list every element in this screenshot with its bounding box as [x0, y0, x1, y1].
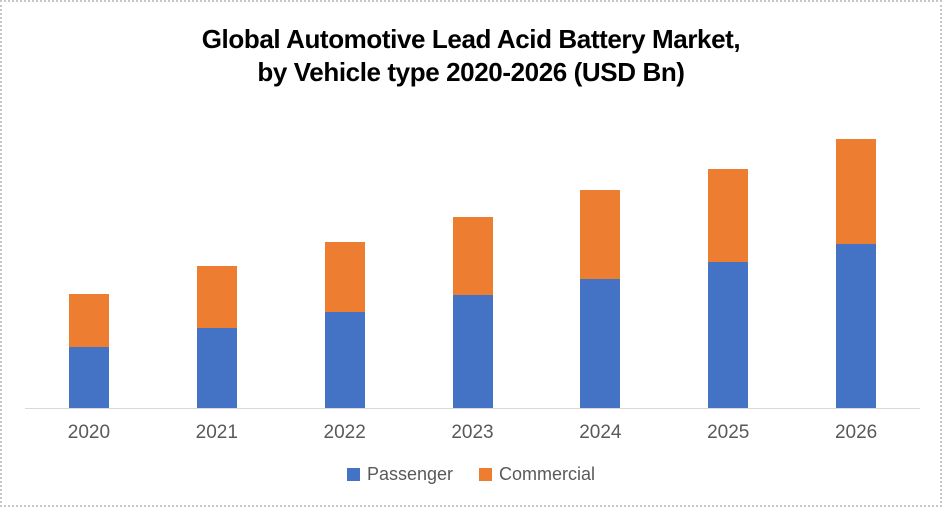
bar-segment-passenger-2024	[580, 278, 621, 408]
legend-label-passenger: Passenger	[366, 464, 454, 484]
bar-segment-commercial-2024	[580, 189, 621, 279]
bar-slot-2024	[536, 114, 664, 408]
stacked-bar-2026	[836, 114, 877, 408]
x-axis-label-2024: 2024	[579, 422, 622, 443]
x-axis-labels: 2020 2021 2022 2023 2024 2025 2026	[25, 421, 920, 444]
x-axis-label-2020: 2020	[67, 422, 111, 443]
bar-slot-2023	[409, 114, 537, 408]
bar-segment-commercial-2021	[196, 266, 237, 329]
stacked-bar-2023	[452, 114, 493, 408]
bar-segment-commercial-2020	[68, 293, 109, 347]
legend-item-passenger: Passenger	[346, 464, 454, 485]
bars-container	[25, 114, 920, 408]
legend-label-commercial: Commercial	[499, 464, 596, 484]
bar-segment-commercial-2025	[708, 168, 749, 262]
x-axis-label-2021: 2021	[195, 422, 238, 443]
bar-slot-2021	[153, 114, 281, 408]
bar-segment-passenger-2022	[324, 311, 365, 408]
bar-segment-commercial-2022	[324, 241, 365, 312]
bar-segment-passenger-2025	[708, 261, 749, 408]
bar-segment-commercial-2026	[836, 139, 877, 245]
plot-area	[25, 114, 920, 409]
bar-segment-passenger-2026	[836, 244, 877, 408]
bar-slot-2022	[281, 114, 409, 408]
legend: Passenger Commercial	[2, 464, 940, 485]
bar-slot-2020	[25, 114, 153, 408]
stacked-bar-2025	[708, 114, 749, 408]
x-axis-label-2023: 2023	[451, 422, 494, 443]
bar-slot-2026	[792, 114, 920, 408]
passenger-swatch-icon	[346, 468, 360, 481]
chart-title: Global Automotive Lead Acid Battery Mark…	[2, 23, 940, 89]
bar-segment-passenger-2021	[196, 328, 237, 408]
chart-title-line2: by Vehicle type 2020-2026 (USD Bn)	[257, 57, 685, 87]
stacked-bar-2022	[324, 114, 365, 408]
bar-slot-2025	[664, 114, 792, 408]
bar-segment-passenger-2023	[452, 295, 493, 408]
stacked-bar-2024	[580, 114, 621, 408]
commercial-swatch-icon	[479, 468, 493, 481]
stacked-bar-2021	[196, 114, 237, 408]
x-axis-label-2025: 2025	[707, 422, 750, 443]
bar-segment-passenger-2020	[68, 346, 109, 408]
bar-segment-commercial-2023	[452, 216, 493, 296]
x-axis-label-2022: 2022	[323, 422, 366, 443]
legend-item-commercial: Commercial	[479, 464, 595, 485]
chart-title-line1: Global Automotive Lead Acid Battery Mark…	[201, 24, 741, 54]
stacked-bar-2020	[68, 114, 109, 408]
x-axis-label-2026: 2026	[834, 422, 878, 443]
